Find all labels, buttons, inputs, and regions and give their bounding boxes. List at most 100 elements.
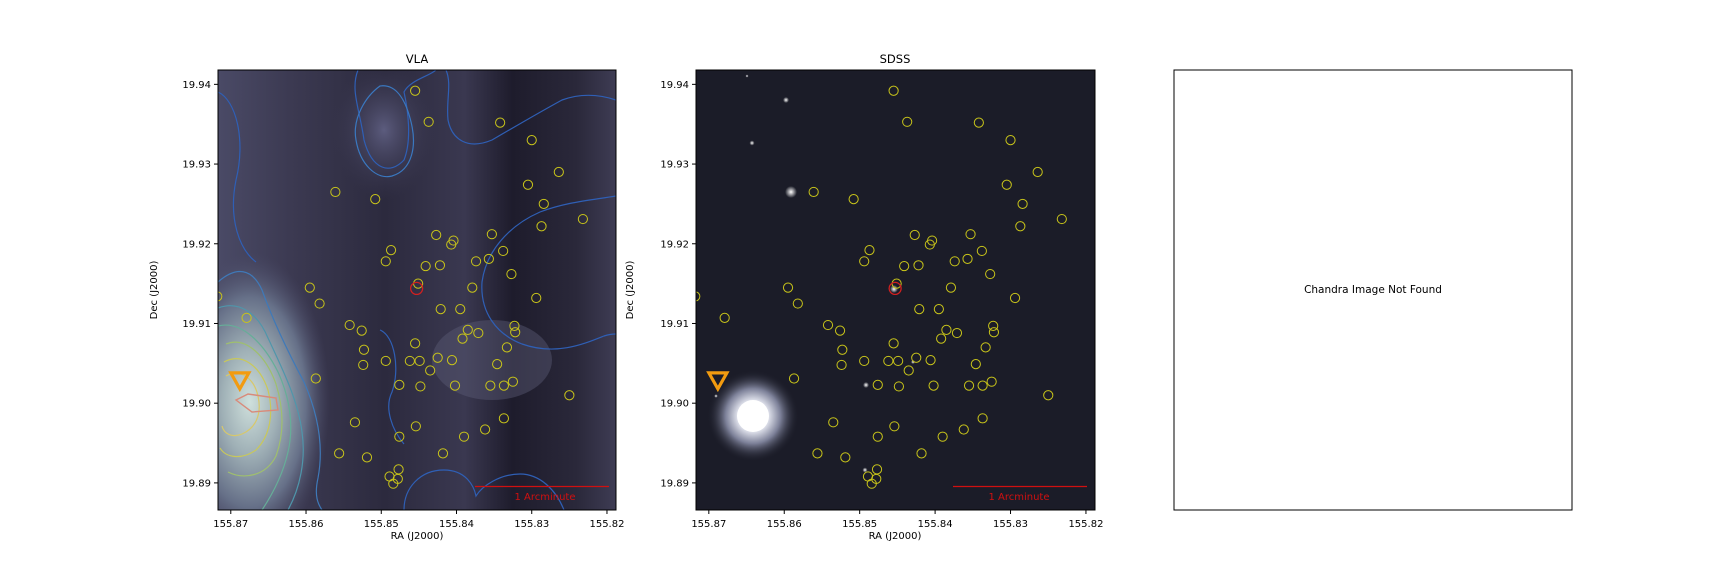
source-circle xyxy=(963,380,975,391)
source-circle xyxy=(531,292,542,304)
source-circle xyxy=(962,253,973,265)
source-circle xyxy=(394,431,405,442)
source-circle xyxy=(218,291,223,302)
contour-low xyxy=(481,195,616,350)
source-circle xyxy=(888,85,899,96)
panel-sdss-frame xyxy=(695,69,1096,511)
panel-vla-ylabel: Dec (J2000) xyxy=(149,261,160,320)
contour-low xyxy=(379,329,405,445)
source-circle xyxy=(719,312,730,323)
source-circle xyxy=(970,359,981,370)
triangle-marker xyxy=(706,371,730,393)
source-circle xyxy=(507,376,519,387)
source-circle xyxy=(510,327,521,338)
source-circle xyxy=(926,235,938,246)
source-circle xyxy=(361,452,373,463)
x-tick-label: 155.87 xyxy=(691,519,726,530)
triangle-marker xyxy=(228,371,252,393)
source-circle xyxy=(410,421,421,432)
source-circle xyxy=(822,319,834,331)
contour-mid xyxy=(218,270,323,510)
source-circle xyxy=(434,260,446,271)
source-circle xyxy=(479,424,491,435)
source-circle xyxy=(872,379,883,390)
panel-sdss-title: SDSS xyxy=(880,52,911,66)
y-tick-label: 19.93 xyxy=(660,160,689,171)
source-circle xyxy=(404,355,415,367)
source-circle xyxy=(393,464,404,475)
x-tick-label: 155.83 xyxy=(514,519,549,530)
target-highlight-circle xyxy=(888,281,902,296)
source-circle xyxy=(498,413,509,424)
y-tick-label: 19.92 xyxy=(660,239,689,250)
source-circle xyxy=(945,282,957,293)
panel-vla-frame xyxy=(217,69,617,511)
source-circle xyxy=(356,325,367,336)
source-circle xyxy=(828,417,839,428)
source-circle xyxy=(448,235,459,246)
x-tick-label: 155.84 xyxy=(918,519,953,530)
source-circle xyxy=(380,355,391,367)
source-circle xyxy=(330,186,341,198)
contour-low xyxy=(445,70,616,145)
source-circle xyxy=(859,355,870,367)
x-tick-label: 155.83 xyxy=(993,519,1028,530)
source-circle xyxy=(457,333,468,344)
source-circle xyxy=(473,327,484,339)
source-circle xyxy=(410,85,421,96)
source-circle xyxy=(834,325,846,336)
panel-vla-image xyxy=(218,70,616,510)
source-circle xyxy=(812,448,823,459)
y-tick-label: 19.90 xyxy=(182,399,211,410)
source-circle xyxy=(914,304,925,315)
x-tick-label: 155.85 xyxy=(842,519,877,530)
contour-low xyxy=(403,469,565,510)
source-circle xyxy=(577,213,588,225)
source-circle xyxy=(304,282,315,293)
source-circle xyxy=(486,229,497,240)
source-circle xyxy=(425,365,436,376)
source-circle xyxy=(871,464,883,475)
source-circle xyxy=(888,338,899,349)
x-tick-label: 155.86 xyxy=(289,519,324,530)
source-circle xyxy=(913,260,924,271)
source-circle xyxy=(864,245,875,256)
source-circle xyxy=(310,373,321,384)
source-circle xyxy=(911,352,922,363)
source-circle xyxy=(933,304,944,315)
source-circle xyxy=(949,256,960,267)
source-circle xyxy=(872,431,883,442)
source-circle xyxy=(415,381,426,392)
source-circle xyxy=(941,324,952,335)
source-circle xyxy=(1056,213,1067,225)
source-circle xyxy=(988,320,999,331)
y-tick-label: 19.94 xyxy=(182,80,211,91)
source-circle xyxy=(792,298,803,309)
contour-high xyxy=(219,358,272,458)
source-circle xyxy=(837,344,848,355)
source-circle xyxy=(965,229,976,240)
source-circle xyxy=(976,245,987,257)
source-circle xyxy=(467,282,478,293)
source-circle xyxy=(696,291,701,302)
source-circle xyxy=(928,380,939,391)
source-circle xyxy=(936,333,947,344)
source-circle xyxy=(958,424,969,435)
x-tick-label: 155.82 xyxy=(1068,519,1103,530)
source-circle xyxy=(455,304,466,315)
y-tick-label: 19.90 xyxy=(660,399,689,410)
source-circle xyxy=(394,379,405,390)
y-tick-label: 19.94 xyxy=(660,80,689,91)
source-circle xyxy=(980,342,991,353)
source-circle xyxy=(883,355,894,367)
source-circle xyxy=(522,179,534,190)
source-circle xyxy=(893,355,904,367)
x-tick-label: 155.84 xyxy=(439,519,474,530)
source-circle xyxy=(492,359,503,370)
source-circle xyxy=(899,260,910,272)
panel-sdss-image xyxy=(696,70,1095,510)
y-tick-label: 19.91 xyxy=(182,319,211,330)
source-circle xyxy=(501,342,513,353)
source-circle xyxy=(836,359,847,371)
source-circle xyxy=(1001,179,1012,190)
